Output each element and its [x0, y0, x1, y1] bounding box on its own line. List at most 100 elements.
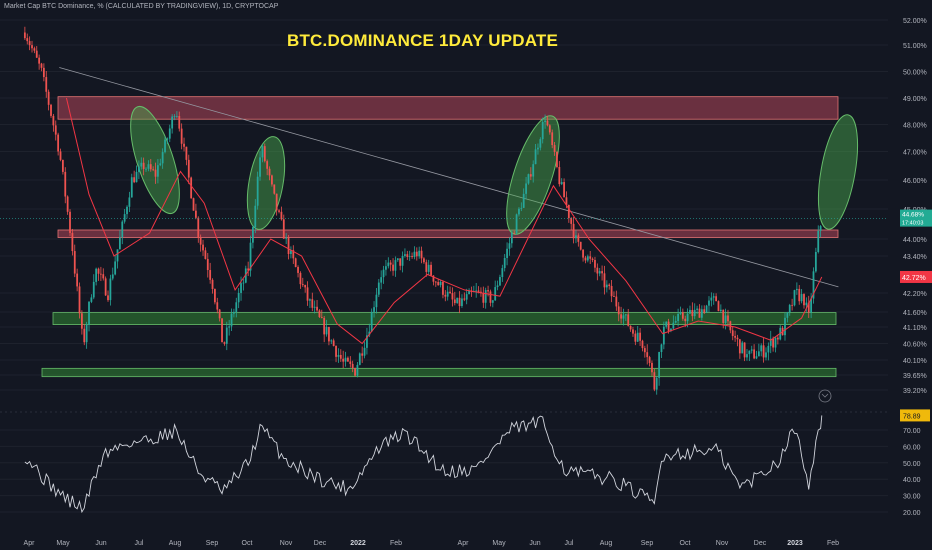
candle: [335, 345, 337, 357]
candle: [242, 282, 245, 284]
candle: [791, 304, 794, 306]
rsi-value-label: 78.89: [903, 413, 921, 420]
candle: [608, 284, 611, 286]
candle: [221, 318, 223, 343]
candle: [387, 262, 390, 267]
candle: [648, 357, 651, 363]
candle: [140, 162, 143, 167]
candle: [563, 182, 565, 198]
rsi-tick-label: 30.00: [903, 494, 921, 501]
candle: [40, 63, 43, 68]
candle: [28, 41, 31, 46]
candle: [437, 282, 440, 286]
candle: [382, 269, 385, 278]
candle: [601, 271, 603, 274]
price-tick-label: 46.00%: [903, 178, 927, 185]
candle: [396, 258, 399, 261]
candle: [491, 300, 494, 303]
price-tick-label: 49.00%: [903, 96, 927, 103]
candle: [753, 349, 756, 359]
candle: [256, 176, 259, 206]
candle: [558, 167, 561, 185]
candle: [503, 257, 506, 269]
candle: [183, 143, 185, 147]
candle: [47, 91, 50, 105]
candle: [586, 256, 589, 261]
candle: [118, 237, 121, 250]
candle: [52, 115, 55, 126]
candle: [719, 309, 722, 312]
candle: [468, 290, 470, 295]
candle: [97, 268, 100, 274]
candle: [370, 311, 373, 332]
candle: [496, 285, 499, 288]
candle: [423, 258, 425, 263]
candle: [767, 345, 770, 353]
time-tick-label: May: [56, 540, 70, 547]
candle: [61, 159, 64, 172]
rsi-value-tag: [900, 409, 930, 422]
candle: [128, 197, 131, 207]
candle: [620, 314, 622, 319]
candle: [408, 256, 411, 257]
candle: [800, 294, 803, 302]
candle: [577, 235, 580, 242]
candle: [114, 261, 117, 275]
candle: [655, 377, 658, 390]
candle: [712, 296, 715, 298]
candle: [715, 296, 718, 302]
candle: [33, 48, 36, 51]
candle: [332, 340, 335, 346]
candle: [35, 50, 38, 58]
candle: [373, 307, 375, 312]
candle: [209, 270, 212, 280]
ma-price-tag: [900, 270, 932, 283]
candle: [294, 258, 297, 267]
candle: [154, 169, 157, 177]
candle: [784, 317, 786, 336]
candle: [399, 258, 402, 266]
candle: [525, 183, 527, 194]
scroll-to-realtime-icon: [818, 389, 832, 403]
candle: [104, 278, 107, 296]
candle: [641, 340, 644, 349]
candle: [349, 361, 352, 364]
price-tick-label: 44.00%: [903, 237, 927, 244]
candle: [786, 312, 789, 318]
candle: [78, 286, 81, 314]
candle: [176, 115, 178, 117]
candle: [691, 309, 694, 317]
chevron-down-icon: [821, 393, 829, 398]
candle: [738, 339, 741, 354]
rsi-tick-label: 60.00: [903, 444, 921, 451]
candle: [487, 290, 489, 292]
candle: [444, 294, 447, 297]
time-tick-label: Dec: [754, 540, 767, 547]
candle: [318, 310, 321, 318]
candle: [240, 283, 242, 293]
candle: [622, 315, 625, 319]
rsi-line: [24, 415, 823, 514]
candle: [494, 287, 497, 301]
candle: [556, 151, 558, 168]
current-price-tag: [900, 209, 932, 227]
candle: [173, 116, 176, 117]
candle: [145, 168, 147, 170]
candle: [698, 308, 701, 318]
candle: [237, 292, 240, 303]
candle: [266, 161, 269, 169]
candle: [432, 275, 435, 282]
candle: [546, 120, 549, 126]
candle: [658, 352, 660, 378]
candle: [152, 169, 155, 171]
candle: [572, 223, 575, 239]
candle: [351, 363, 354, 368]
candle: [769, 338, 772, 346]
candle: [401, 255, 404, 266]
candle: [31, 45, 33, 49]
resistance-zone: [57, 96, 839, 120]
candle: [85, 324, 88, 343]
candle: [42, 67, 45, 78]
candle: [313, 306, 316, 308]
